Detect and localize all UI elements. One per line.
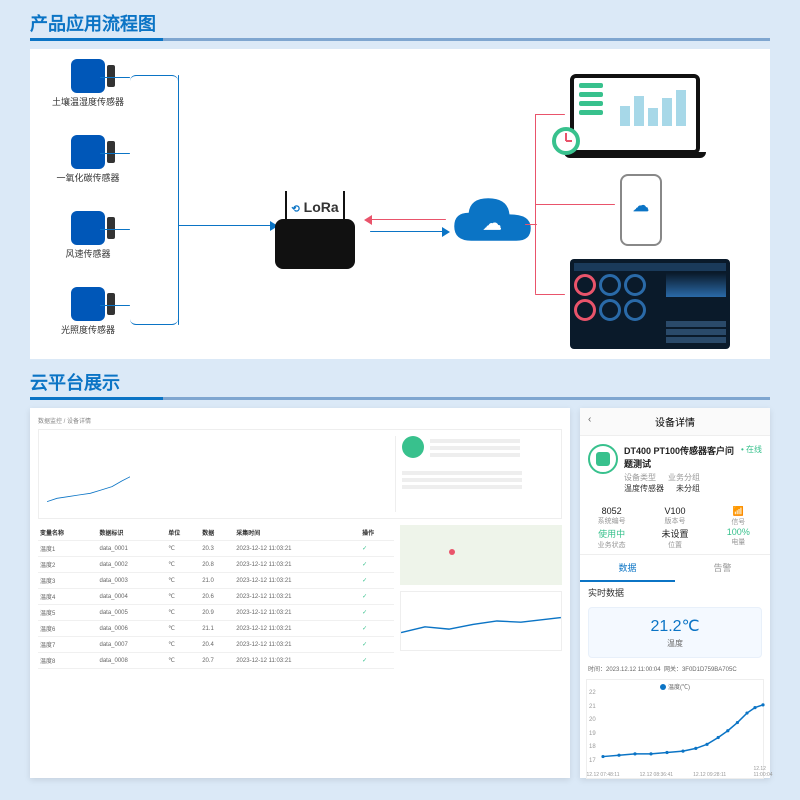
clock-icon <box>552 127 580 155</box>
sparkline <box>47 460 130 510</box>
device-info-card <box>395 436 555 512</box>
connector-left-to-gw <box>178 225 274 226</box>
tab-data[interactable]: 数据 <box>580 555 675 582</box>
cloud-icon: ☁ <box>450 194 535 254</box>
sensor-0: 土壤温湿度传感器 <box>48 59 128 108</box>
connector-left-vert <box>178 75 179 325</box>
arrow-gw-to-cloud <box>442 227 450 237</box>
sensor-conn-2 <box>100 229 130 230</box>
realtime-title: 实时数据 <box>580 582 770 603</box>
conn-cloud-to-dash <box>535 294 565 295</box>
realtime-card: 21.2℃ 温度 <box>588 607 762 658</box>
table-row: 温度5data_0005℃20.92023-12-12 11:03:21✓ <box>38 605 394 621</box>
lora-gateway: ⟲ LoRa <box>275 199 355 269</box>
data-table: 变量名称数据标识单位数据采集时间操作 温度1data_0001℃20.32023… <box>38 525 394 669</box>
connector-left-bracket <box>130 75 178 325</box>
conn-cloud-to-gw <box>370 219 446 220</box>
sensor-conn-3 <box>100 305 130 306</box>
back-icon[interactable]: ‹ <box>588 414 591 425</box>
conn-cloud-to-laptop <box>535 114 565 115</box>
flow-diagram: ⟲ LoRa ☁ ☁ 土壤温湿度传感器一氧化碳传感器风速传感器 <box>30 49 770 359</box>
device-avatar <box>402 436 424 458</box>
mini-chart <box>400 591 562 651</box>
title-underline <box>30 38 770 41</box>
device-summary: DT400 PT100传感器客户问题测试 设备类型业务分组 温度传感器未分组 •… <box>580 436 770 502</box>
tab-alarm[interactable]: 告警 <box>675 555 770 582</box>
status-badge: • 在线 <box>741 444 762 494</box>
table-row: 温度1data_0001℃20.32023-12-12 11:03:21✓ <box>38 541 394 557</box>
table-row: 温度4data_0004℃20.62023-12-12 11:03:21✓ <box>38 589 394 605</box>
laptop-icon <box>570 74 700 154</box>
mini-map <box>400 525 562 585</box>
arrow-cloud-to-gw <box>364 215 372 225</box>
title-underline-2 <box>30 397 770 400</box>
device-stats-grid: 8052系统编号V100版本号📶信号使用中业务状态未设置位置100%电量 <box>580 502 770 555</box>
section-title-cloud: 云平台展示 <box>0 359 800 397</box>
sensor-1: 一氧化碳传感器 <box>48 135 128 184</box>
sensor-conn-1 <box>100 153 130 154</box>
device-icon <box>588 444 618 474</box>
table-row: 温度7data_0007℃20.42023-12-12 11:03:21✓ <box>38 637 394 653</box>
svg-text:☁: ☁ <box>483 213 502 234</box>
table-row: 温度8data_0008℃20.72023-12-12 11:03:21✓ <box>38 653 394 669</box>
timestamp-row: 时间：2023.12.12 11:00:04 网关：3F0D1D759BA705… <box>580 662 770 675</box>
phone-icon: ☁ <box>620 174 662 246</box>
conn-cloud-stem <box>525 224 537 225</box>
section-title-flow: 产品应用流程图 <box>0 0 800 38</box>
gateway-icon <box>275 219 355 269</box>
top-chart-block <box>38 429 562 519</box>
sensor-2: 风速传感器 <box>48 211 128 260</box>
table-row: 温度6data_0006℃21.12023-12-12 11:03:21✓ <box>38 621 394 637</box>
conn-gw-to-cloud <box>370 231 446 232</box>
conn-cloud-to-phone <box>535 204 615 205</box>
cloud-showcase: 数据监控 / 设备详情 变量名称数据标识单位数据采集时间操作 温度1data_0… <box>30 408 770 778</box>
sensor-conn-0 <box>100 77 130 78</box>
table-row: 温度2data_0002℃20.82023-12-12 11:03:21✓ <box>38 557 394 573</box>
mobile-app: ‹ 设备详情 DT400 PT100传感器客户问题测试 设备类型业务分组 温度传… <box>580 408 770 778</box>
sensor-3: 光照度传感器 <box>48 287 128 336</box>
temperature-chart: 温度(℃) 17181920212212.12 07:48:1112.12 08… <box>586 679 764 779</box>
web-dashboard: 数据监控 / 设备详情 变量名称数据标识单位数据采集时间操作 温度1data_0… <box>30 408 570 778</box>
dashboard-icon <box>570 259 730 349</box>
table-row: 温度3data_0003℃21.02023-12-12 11:03:21✓ <box>38 573 394 589</box>
mobile-tabs: 数据 告警 <box>580 555 770 582</box>
mobile-header: ‹ 设备详情 <box>580 408 770 436</box>
breadcrumb: 数据监控 / 设备详情 <box>38 416 562 425</box>
